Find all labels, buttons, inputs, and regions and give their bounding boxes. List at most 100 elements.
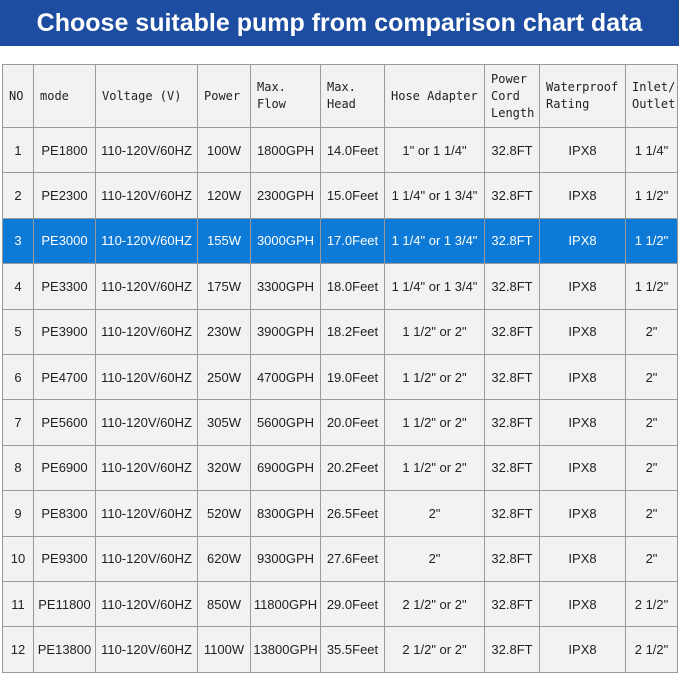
table-cell: 15.0Feet bbox=[320, 172, 385, 219]
table-cell: 20.0Feet bbox=[320, 399, 385, 446]
table-body: 1 PE1800 110-120V/60HZ 100W 1800GPH 14.0Feet 1… bbox=[2, 126, 678, 673]
table-cell: 3000GPH bbox=[250, 217, 321, 265]
table-cell: 32.8FT bbox=[484, 580, 540, 628]
table-row: 5 PE3900 110-120V/60HZ 230W 3900GPH 18.2Feet 1… bbox=[2, 308, 678, 355]
table-cell: IPX8 bbox=[539, 263, 626, 310]
table-cell: PE1800 bbox=[33, 126, 96, 174]
table-cell: 32.8FT bbox=[484, 626, 540, 673]
table-cell: 110-120V/60HZ bbox=[95, 353, 198, 401]
table-cell: 2" bbox=[384, 535, 485, 582]
table-cell: 1 1/4" bbox=[625, 126, 678, 174]
table-cell: 32.8FT bbox=[484, 217, 540, 265]
table-cell: 1 1/2" or 2" bbox=[384, 444, 485, 492]
table-cell: 29.0Feet bbox=[320, 580, 385, 628]
table-cell: 2" bbox=[384, 490, 485, 537]
table-cell: 2 1/2" or 2" bbox=[384, 626, 485, 673]
table-cell: 100W bbox=[197, 126, 251, 174]
table-cell: IPX8 bbox=[539, 580, 626, 628]
table-cell: IPX8 bbox=[539, 490, 626, 537]
table-cell: 2 1/2" bbox=[625, 580, 678, 628]
table-cell: 1 1/2" or 2" bbox=[384, 399, 485, 446]
column-header: Voltage (V) bbox=[95, 64, 198, 128]
table-cell: PE3000 bbox=[33, 217, 96, 265]
table-cell: 1 1/4" or 1 3/4" bbox=[384, 217, 485, 265]
table-cell: 4 bbox=[2, 263, 34, 310]
table-cell: 8300GPH bbox=[250, 490, 321, 537]
table-cell: 110-120V/60HZ bbox=[95, 535, 198, 582]
table-cell: 2 1/2" bbox=[625, 626, 678, 673]
table-cell: 26.5Feet bbox=[320, 490, 385, 537]
table-row: 11 PE11800 110-120V/60HZ 850W 11800GPH 29.0Fe… bbox=[2, 580, 678, 628]
column-header: Max. Flow bbox=[250, 64, 321, 128]
table-cell: 32.8FT bbox=[484, 535, 540, 582]
table-cell: PE11800 bbox=[33, 580, 96, 628]
table-cell: IPX8 bbox=[539, 172, 626, 219]
table-cell: 1 bbox=[2, 126, 34, 174]
table-cell: 155W bbox=[197, 217, 251, 265]
table-cell: 2 1/2" or 2" bbox=[384, 580, 485, 628]
table-cell: 110-120V/60HZ bbox=[95, 126, 198, 174]
table-cell: 110-120V/60HZ bbox=[95, 626, 198, 673]
table-cell: 2300GPH bbox=[250, 172, 321, 219]
table-cell: PE3300 bbox=[33, 263, 96, 310]
table-cell: 1100W bbox=[197, 626, 251, 673]
table-cell: 3900GPH bbox=[250, 308, 321, 355]
column-header: Inlet/ Outlet bbox=[625, 64, 678, 128]
table-cell: 1" or 1 1/4" bbox=[384, 126, 485, 174]
table-cell: 620W bbox=[197, 535, 251, 582]
table-cell: 18.2Feet bbox=[320, 308, 385, 355]
header-row: NO mode Voltage (V) Power Max. Flow Max. Head… bbox=[2, 64, 678, 128]
table-cell: 2" bbox=[625, 308, 678, 355]
column-header: Waterproof Rating bbox=[539, 64, 626, 128]
table-cell: IPX8 bbox=[539, 217, 626, 265]
table-cell: 305W bbox=[197, 399, 251, 446]
table-cell: 3300GPH bbox=[250, 263, 321, 310]
table-cell: 2" bbox=[625, 444, 678, 492]
table-cell: 850W bbox=[197, 580, 251, 628]
table-cell: 17.0Feet bbox=[320, 217, 385, 265]
table-cell: 18.0Feet bbox=[320, 263, 385, 310]
column-header: Power bbox=[197, 64, 251, 128]
table-cell: 1 1/2" or 2" bbox=[384, 353, 485, 401]
table-cell: PE8300 bbox=[33, 490, 96, 537]
comparison-table: NO mode Voltage (V) Power Max. Flow Max. Head… bbox=[2, 64, 678, 673]
table-cell: 20.2Feet bbox=[320, 444, 385, 492]
table-cell: 2" bbox=[625, 399, 678, 446]
table-cell: PE13800 bbox=[33, 626, 96, 673]
table-cell: 32.8FT bbox=[484, 308, 540, 355]
column-header: Hose Adapter bbox=[384, 64, 485, 128]
table-cell: 175W bbox=[197, 263, 251, 310]
table-cell: 2" bbox=[625, 535, 678, 582]
table-cell: 32.8FT bbox=[484, 490, 540, 537]
column-header: mode bbox=[33, 64, 96, 128]
table-cell: 32.8FT bbox=[484, 399, 540, 446]
column-header: NO bbox=[2, 64, 34, 128]
table-cell: 35.5Feet bbox=[320, 626, 385, 673]
table-row: 12 PE13800 110-120V/60HZ 1100W 13800GPH 35.5F… bbox=[2, 626, 678, 673]
table-cell: 32.8FT bbox=[484, 263, 540, 310]
table-row: 3 PE3000 110-120V/60HZ 155W 3000GPH 17.0Feet 1… bbox=[2, 217, 678, 265]
table-cell: 32.8FT bbox=[484, 172, 540, 219]
table-cell: IPX8 bbox=[539, 444, 626, 492]
table-cell: PE5600 bbox=[33, 399, 96, 446]
table-cell: IPX8 bbox=[539, 308, 626, 355]
table-cell: 32.8FT bbox=[484, 353, 540, 401]
table-cell: 9300GPH bbox=[250, 535, 321, 582]
table-cell: 110-120V/60HZ bbox=[95, 263, 198, 310]
table-cell: 1 1/2" bbox=[625, 172, 678, 219]
table-row: 7 PE5600 110-120V/60HZ 305W 5600GPH 20.0Feet 1… bbox=[2, 399, 678, 446]
table-cell: 9 bbox=[2, 490, 34, 537]
table-cell: IPX8 bbox=[539, 535, 626, 582]
table-cell: 8 bbox=[2, 444, 34, 492]
table-cell: 110-120V/60HZ bbox=[95, 172, 198, 219]
table-cell: 2 bbox=[2, 172, 34, 219]
table-cell: PE2300 bbox=[33, 172, 96, 219]
table-cell: PE6900 bbox=[33, 444, 96, 492]
table-cell: 110-120V/60HZ bbox=[95, 308, 198, 355]
table-cell: IPX8 bbox=[539, 626, 626, 673]
table-cell: 1 1/2" bbox=[625, 263, 678, 310]
table-cell: 1800GPH bbox=[250, 126, 321, 174]
table-cell: IPX8 bbox=[539, 399, 626, 446]
table-cell: 5 bbox=[2, 308, 34, 355]
